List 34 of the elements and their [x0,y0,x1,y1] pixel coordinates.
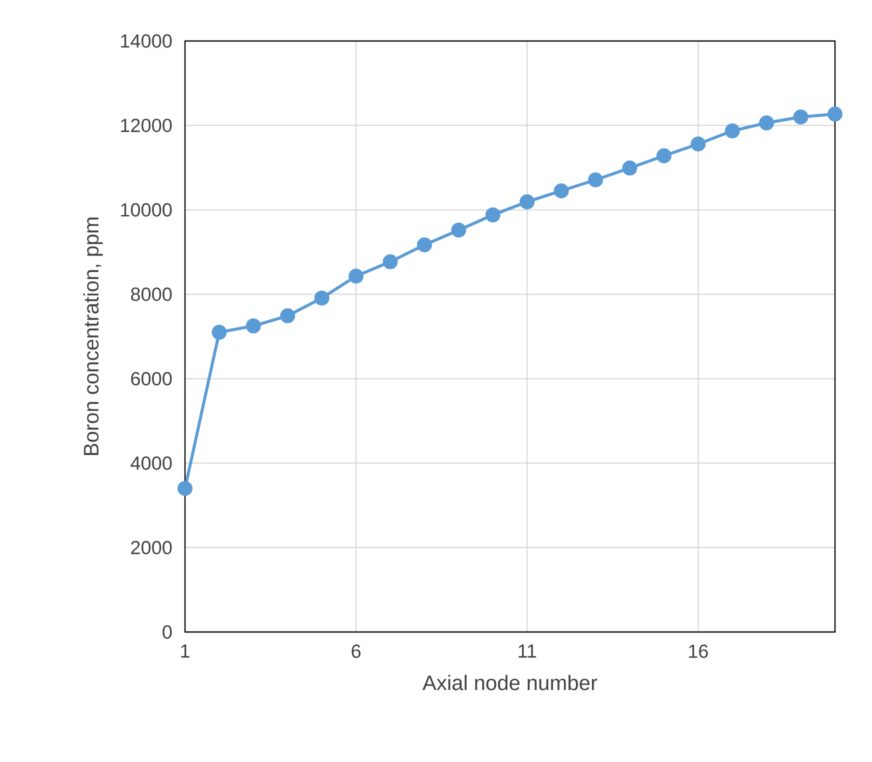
y-tick-label: 0 [162,625,172,639]
point [828,106,843,122]
y-tick-label: 6000 [131,372,172,386]
point [212,324,227,340]
point [520,194,535,210]
x-tick-label: 1 [181,644,190,658]
point [246,318,261,334]
point [451,222,466,238]
y-tick-label: 2000 [131,540,172,554]
x-tick-label: 16 [689,644,708,658]
point [724,123,740,138]
y-tick-label: 8000 [131,288,172,301]
point [622,160,638,176]
point [690,136,706,152]
point [178,480,193,496]
point [759,115,774,130]
x-tick-label: 6 [352,644,360,658]
point [280,308,296,324]
point [416,237,432,252]
point [382,254,398,270]
point [554,183,569,198]
point [485,207,500,222]
y-tick-label: 14000 [121,34,172,48]
y-tick-label: 4000 [130,456,172,470]
point [314,290,330,306]
point [656,148,672,164]
point [793,109,808,124]
point [588,172,604,188]
x-tick-label: 11 [518,644,536,658]
y-axis-title: Boron concentration, ppm [83,218,103,455]
y-tick-label: 10000 [121,203,172,217]
y-tick-label: 12000 [121,118,172,132]
point [348,268,364,284]
x-axis-title: Axial node number [422,674,598,690]
